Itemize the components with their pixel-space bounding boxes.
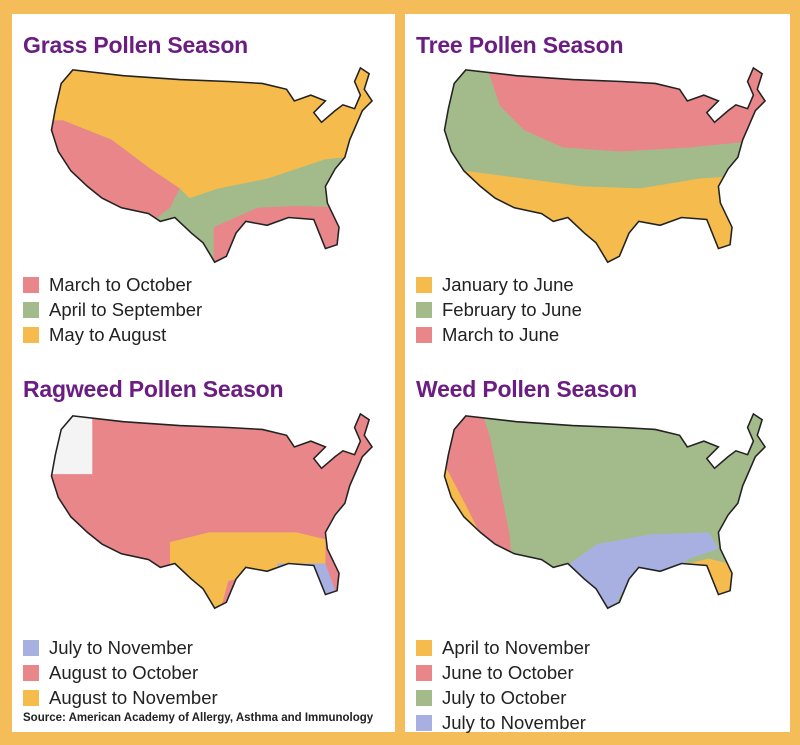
left-panel: Grass Pollen Season March to October Apr… — [12, 14, 395, 732]
legend-swatch-orange — [23, 326, 39, 343]
legend-label: January to June — [442, 273, 574, 295]
legend-item: May to August — [23, 322, 202, 347]
tree-pollen-legend: January to June February to June March t… — [416, 272, 582, 347]
weed-pollen-map — [443, 413, 766, 609]
ragweed-pollen-map — [50, 413, 373, 609]
legend-label: April to November — [442, 636, 591, 658]
legend-item: March to October — [23, 272, 202, 297]
legend-swatch-pink — [23, 276, 39, 293]
legend-label: May to August — [49, 323, 167, 345]
legend-label: July to November — [49, 636, 193, 658]
weed-pollen-title: Weed Pollen Season — [416, 376, 637, 402]
legend-item: July to October — [416, 685, 590, 710]
legend-swatch-green — [23, 301, 39, 318]
legend-swatch-pink — [416, 326, 432, 343]
legend-label: March to October — [49, 273, 192, 295]
legend-label: April to September — [49, 298, 203, 320]
legend-label: July to November — [442, 711, 586, 733]
legend-swatch-green — [416, 689, 432, 706]
legend-item: July to November — [416, 710, 590, 735]
grass-pollen-title: Grass Pollen Season — [23, 32, 249, 58]
grass-pollen-legend: March to October April to September May … — [23, 272, 202, 347]
legend-swatch-orange — [416, 639, 432, 656]
legend-item: June to October — [416, 660, 590, 685]
legend-label: March to June — [442, 323, 560, 345]
legend-swatch-pink — [23, 664, 39, 681]
legend-label: August to October — [49, 661, 199, 683]
legend-item: February to June — [416, 297, 582, 322]
tree-pollen-section: Tree Pollen Season January to June Febru… — [405, 14, 790, 373]
legend-swatch-green — [416, 301, 432, 318]
right-panel: Tree Pollen Season January to June Febru… — [405, 14, 790, 735]
legend-item: August to November — [23, 685, 218, 710]
grass-pollen-section: Grass Pollen Season March to October Apr… — [12, 14, 395, 373]
legend-label: July to October — [442, 686, 567, 708]
tree-pollen-map — [443, 67, 766, 263]
ragweed-pollen-section: Ragweed Pollen Season July to November A… — [12, 373, 395, 732]
weed-pollen-section: Weed Pollen Season April to November Jun… — [405, 373, 790, 735]
tree-pollen-title: Tree Pollen Season — [416, 32, 624, 58]
legend-label: February to June — [442, 298, 582, 320]
legend-label: August to November — [49, 686, 218, 708]
legend-swatch-orange — [23, 689, 39, 706]
weed-pollen-legend: April to November June to October July t… — [416, 635, 590, 735]
legend-swatch-blue — [416, 714, 432, 731]
grass-pollen-map — [50, 67, 373, 263]
legend-swatch-orange — [416, 276, 432, 293]
legend-item: March to June — [416, 322, 582, 347]
ragweed-pollen-legend: July to November August to October Augus… — [23, 635, 218, 710]
legend-item: January to June — [416, 272, 582, 297]
legend-item: April to November — [416, 635, 590, 660]
legend-item: August to October — [23, 660, 218, 685]
source-attribution: Source: American Academy of Allergy, Ast… — [23, 712, 374, 724]
legend-item: July to November — [23, 635, 218, 660]
legend-item: April to September — [23, 297, 202, 322]
legend-swatch-pink — [416, 664, 432, 681]
legend-label: June to October — [442, 661, 574, 683]
ragweed-pollen-title: Ragweed Pollen Season — [23, 376, 284, 402]
legend-swatch-blue — [23, 639, 39, 656]
